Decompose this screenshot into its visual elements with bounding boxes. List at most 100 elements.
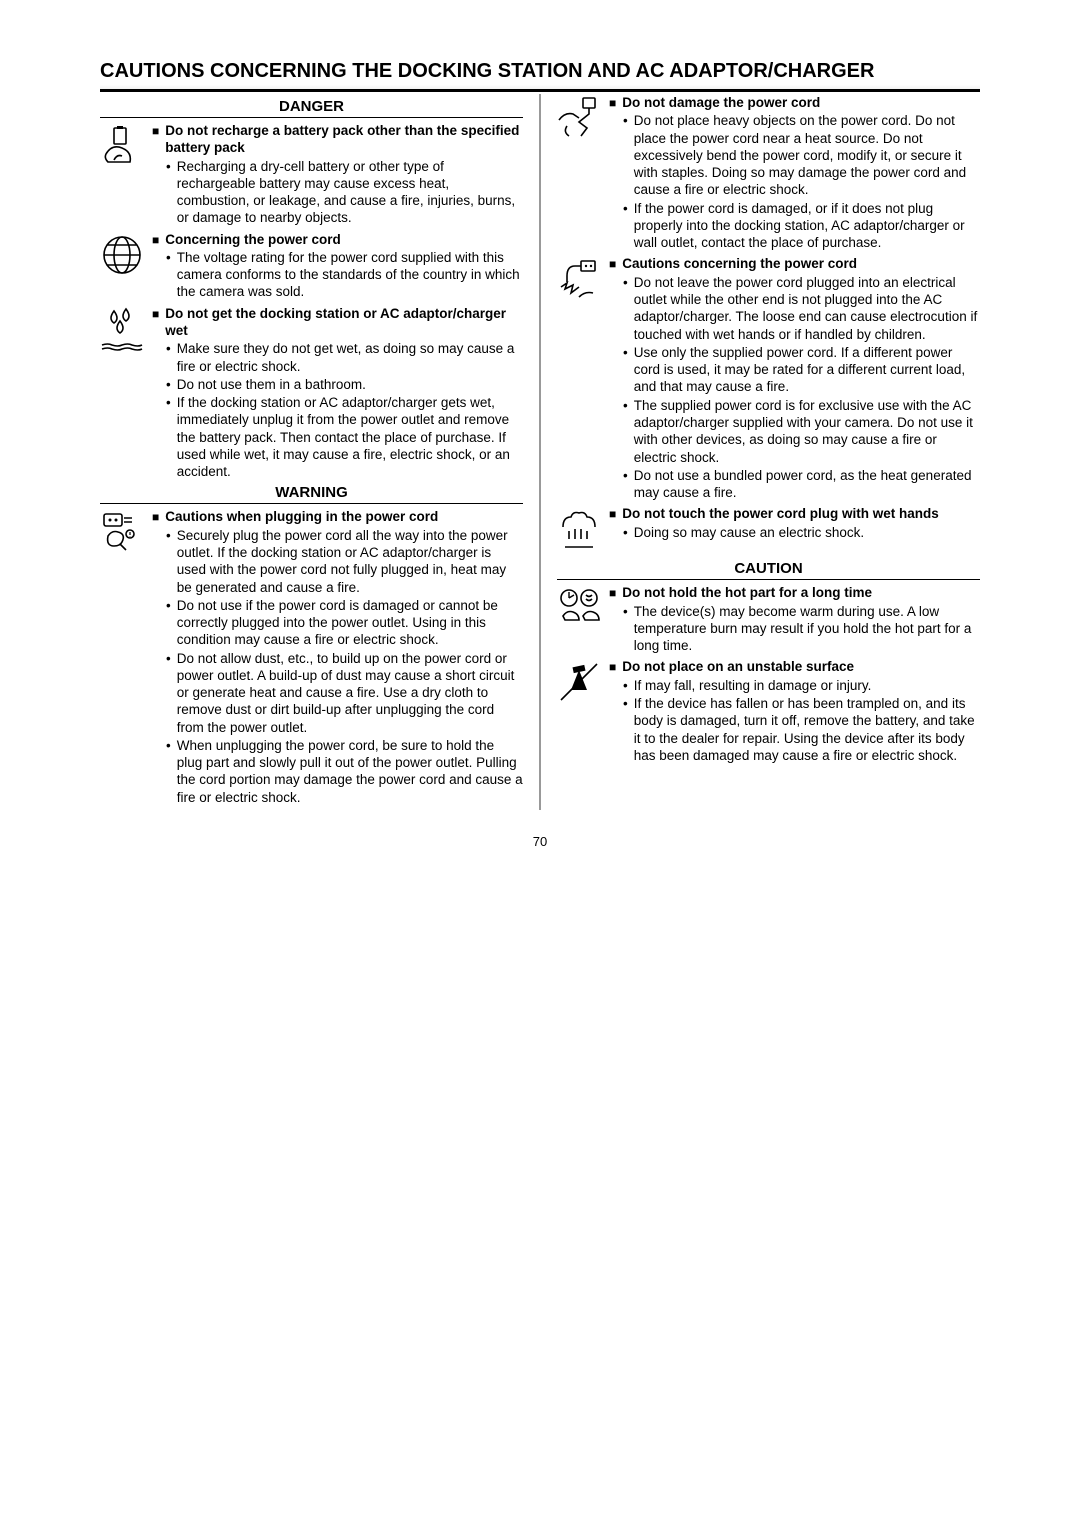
- topic-title: ■ Cautions concerning the power cord: [609, 255, 980, 272]
- bullet-text: If may fall, resulting in damage or inju…: [634, 677, 980, 694]
- topic-block: ■Concerning the power cord•The voltage r…: [100, 231, 523, 301]
- topic-block: ■ Do not touch the power cord plug with w…: [557, 505, 980, 556]
- dot-icon: •: [166, 737, 171, 806]
- warning-label: WARNING: [100, 484, 523, 504]
- left-column: DANGER ■ Do not recharge a battery pack o…: [100, 94, 523, 810]
- square-bullet-icon: ■: [152, 510, 159, 525]
- bullet-item: •Do not leave the power cord plugged int…: [623, 274, 980, 343]
- wet-hands-icon: [557, 505, 609, 556]
- topic-title-text: Do not hold the hot part for a long time: [622, 584, 980, 601]
- dot-icon: •: [623, 344, 628, 396]
- bullet-item: •Do not place heavy objects on the power…: [623, 112, 980, 198]
- square-bullet-icon: ■: [609, 507, 616, 522]
- bullet-item: •If may fall, resulting in damage or inj…: [623, 677, 980, 694]
- topic-title: ■ Do not place on an unstable surface: [609, 658, 980, 675]
- globe-icon: [100, 231, 152, 301]
- bullet-item: •Do not use if the power cord is damaged…: [166, 597, 523, 649]
- topic-block: ■ Cautions when plugging in the power cor…: [100, 508, 523, 806]
- bullet-item: •The voltage rating for the power cord s…: [166, 249, 523, 301]
- bullet-text: Do not use them in a bathroom.: [177, 376, 523, 393]
- bullet-text: Securely plug the power cord all the way…: [177, 527, 523, 596]
- bullet-item: •When unplugging the power cord, be sure…: [166, 737, 523, 806]
- dot-icon: •: [166, 340, 171, 375]
- dot-icon: •: [623, 112, 628, 198]
- water-drops-icon: [100, 305, 152, 481]
- dot-icon: •: [166, 249, 171, 301]
- topic-block: ■Do not damage the power cord•Do not pla…: [557, 94, 980, 251]
- right-column: ■Do not damage the power cord•Do not pla…: [557, 94, 980, 810]
- bullet-item: •The supplied power cord is for exclusiv…: [623, 397, 980, 466]
- bullet-text: If the device has fallen or has been tra…: [634, 695, 980, 764]
- dot-icon: •: [623, 200, 628, 252]
- topic-block: ■Do not place on an unstable surface•If …: [557, 658, 980, 764]
- bullet-item: • Do not use them in a bathroom.: [166, 376, 523, 393]
- square-bullet-icon: ■: [152, 233, 159, 248]
- bullet-item: • Doing so may cause an electric shock.: [623, 524, 980, 541]
- danger-label: DANGER: [100, 98, 523, 118]
- topic-title-text: Do not touch the power cord plug with we…: [622, 505, 980, 522]
- dot-icon: •: [623, 274, 628, 343]
- topic-title: ■ Do not touch the power cord plug with w…: [609, 505, 980, 522]
- square-bullet-icon: ■: [609, 96, 616, 111]
- bullet-text: Recharging a dry-cell battery or other t…: [177, 158, 523, 227]
- dot-icon: •: [623, 467, 628, 502]
- topic-title: ■ Cautions when plugging in the power cor…: [152, 508, 523, 525]
- bullet-item: •If the device has fallen or has been tr…: [623, 695, 980, 764]
- bullet-item: •The device(s) may become warm during us…: [623, 603, 980, 655]
- dot-icon: •: [623, 603, 628, 655]
- bullet-text: Do not allow dust, etc., to build up on …: [177, 650, 523, 736]
- bullet-item: •If the docking station or AC adaptor/ch…: [166, 394, 523, 480]
- bullet-item: •Do not use a bundled power cord, as the…: [623, 467, 980, 502]
- dot-icon: •: [623, 397, 628, 466]
- bullet-text: Do not place heavy objects on the power …: [634, 112, 980, 198]
- topic-title-text: Do not recharge a battery pack other tha…: [165, 122, 523, 157]
- topic-title: ■Do not get the docking station or AC ad…: [152, 305, 523, 340]
- bullet-item: •Make sure they do not get wet, as doing…: [166, 340, 523, 375]
- bullet-text: Make sure they do not get wet, as doing …: [177, 340, 523, 375]
- topic-title-text: Do not place on an unstable surface: [622, 658, 980, 675]
- square-bullet-icon: ■: [609, 586, 616, 601]
- bullet-text: Do not use a bundled power cord, as the …: [634, 467, 980, 502]
- page-number: 70: [100, 834, 980, 849]
- column-divider: [539, 94, 541, 810]
- topic-title: ■Concerning the power cord: [152, 231, 523, 248]
- topic-block: ■ Do not recharge a battery pack other th…: [100, 122, 523, 227]
- caution-label: CAUTION: [557, 560, 980, 580]
- dot-icon: •: [623, 695, 628, 764]
- bullet-text: Do not use if the power cord is damaged …: [177, 597, 523, 649]
- hot-hands-icon: [557, 584, 609, 654]
- topic-block: ■Cautions concerning the power cord•Do n…: [557, 255, 980, 501]
- bullet-text: When unplugging the power cord, be sure …: [177, 737, 523, 806]
- topic-block: ■ Do not hold the hot part for a long tim…: [557, 584, 980, 654]
- bullet-item: •Recharging a dry-cell battery or other …: [166, 158, 523, 227]
- plug-caution-icon: [100, 508, 152, 806]
- square-bullet-icon: ■: [609, 660, 616, 675]
- main-heading: CAUTIONS CONCERNING THE DOCKING STATION …: [100, 60, 980, 92]
- topic-title-text: Do not damage the power cord: [622, 94, 980, 111]
- dot-icon: •: [166, 394, 171, 480]
- bullet-text: The voltage rating for the power cord su…: [177, 249, 523, 301]
- square-bullet-icon: ■: [609, 257, 616, 272]
- bullet-item: •Securely plug the power cord all the wa…: [166, 527, 523, 596]
- topic-title-text: Cautions when plugging in the power cord: [165, 508, 523, 525]
- bullet-text: Use only the supplied power cord. If a d…: [634, 344, 980, 396]
- bullet-text: If the power cord is damaged, or if it d…: [634, 200, 980, 252]
- square-bullet-icon: ■: [152, 307, 159, 322]
- dot-icon: •: [166, 597, 171, 649]
- battery-fire-icon: [100, 122, 152, 227]
- topic-title: ■ Do not damage the power cord: [609, 94, 980, 111]
- square-bullet-icon: ■: [152, 124, 159, 139]
- bullet-text: The supplied power cord is for exclusive…: [634, 397, 980, 466]
- topic-title-text: Cautions concerning the power cord: [622, 255, 980, 272]
- dot-icon: •: [166, 650, 171, 736]
- dot-icon: •: [166, 376, 171, 393]
- unstable-icon: [557, 658, 609, 764]
- topic-title: ■ Do not recharge a battery pack other th…: [152, 122, 523, 157]
- bullet-item: •If the power cord is damaged, or if it …: [623, 200, 980, 252]
- bullet-text: Doing so may cause an electric shock.: [634, 524, 980, 541]
- bullet-text: If the docking station or AC adaptor/cha…: [177, 394, 523, 480]
- dot-icon: •: [623, 524, 628, 541]
- dot-icon: •: [166, 158, 171, 227]
- cord-damage-icon: [557, 94, 609, 251]
- bullet-text: The device(s) may become warm during use…: [634, 603, 980, 655]
